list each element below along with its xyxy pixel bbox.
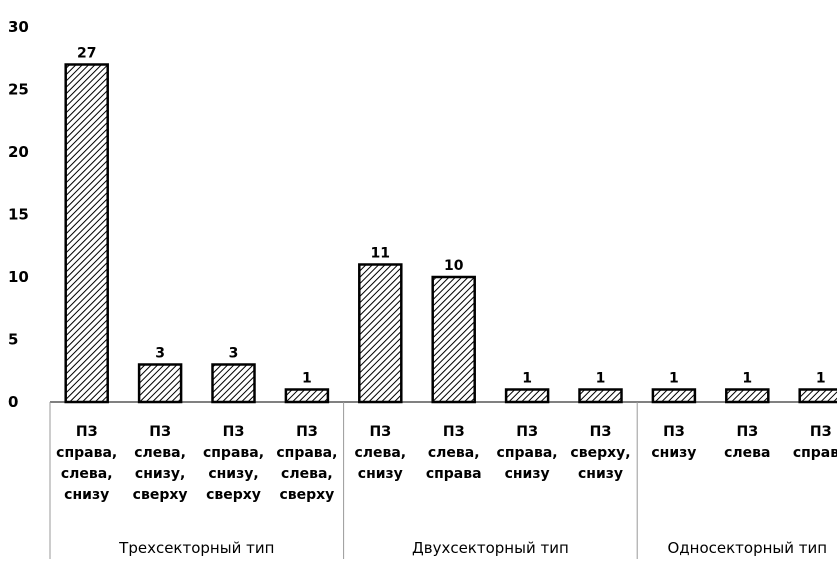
data-label: 1 xyxy=(742,371,752,387)
y-axis-ticks: 0 5 10 15 20 25 30 xyxy=(8,18,29,411)
category-label-line: слева xyxy=(724,445,770,461)
category-label-line: снизу xyxy=(358,466,403,482)
data-label: 27 xyxy=(77,46,96,62)
category-label: ПЗ справа, снизу, сверху xyxy=(203,424,264,503)
category-label-line: слева, xyxy=(281,466,333,482)
category-label-line: ПЗ xyxy=(590,424,612,440)
category-label-line: слева, xyxy=(61,466,113,482)
category-label-line: сверху xyxy=(279,487,334,503)
category-label-line: справа, xyxy=(56,445,117,461)
category-label-line: слева, xyxy=(354,445,406,461)
category-label: ПЗ сверху, снизу xyxy=(570,424,630,482)
category-label: ПЗ слева, справа xyxy=(426,424,482,482)
category-label: ПЗ справа, слева, снизу xyxy=(56,424,117,503)
category-label-line: сверху xyxy=(206,487,261,503)
group-label: Трехсекторный тип xyxy=(118,539,274,557)
bar xyxy=(137,363,183,404)
bar xyxy=(431,275,476,404)
y-tick-label: 5 xyxy=(8,331,18,349)
data-label: 1 xyxy=(522,371,532,387)
category-label-line: справа, xyxy=(497,445,558,461)
category-label-line: ПЗ xyxy=(443,424,465,440)
category-label: ПЗ слева, снизу xyxy=(354,424,406,482)
category-label-line: снизу xyxy=(505,466,550,482)
category-label-line: ПЗ xyxy=(810,424,832,440)
category-label-line: справа, xyxy=(203,445,264,461)
category-label: ПЗ справа, слева, сверху xyxy=(276,424,337,503)
category-label-line: снизу xyxy=(578,466,623,482)
data-label: 1 xyxy=(669,371,679,387)
category-label: ПЗ справа xyxy=(793,424,837,461)
category-label-line: ПЗ xyxy=(369,424,391,440)
category-label-line: ПЗ xyxy=(223,424,245,440)
bars-layer xyxy=(64,63,837,404)
data-label: 3 xyxy=(155,346,165,362)
category-label: ПЗ слева, снизу, сверху xyxy=(133,424,188,503)
y-tick-label: 30 xyxy=(8,18,29,36)
group-label: Односекторный тип xyxy=(667,539,827,557)
category-labels-layer: ПЗ справа, слева, снизу ПЗ слева, снизу, сверху… xyxy=(56,424,837,503)
data-label: 1 xyxy=(302,371,312,387)
category-label-line: снизу xyxy=(64,487,109,503)
bar xyxy=(358,263,403,404)
category-label-line: справа, xyxy=(276,445,337,461)
category-label-line: ПЗ xyxy=(663,424,685,440)
category-label-line: ПЗ xyxy=(296,424,318,440)
bar xyxy=(211,363,256,404)
data-label: 3 xyxy=(229,346,239,362)
category-label-line: сверху xyxy=(133,487,188,503)
data-label: 1 xyxy=(596,371,606,387)
y-tick-label: 15 xyxy=(8,206,29,224)
bar xyxy=(578,388,623,404)
y-tick-label: 25 xyxy=(8,81,29,99)
data-label: 11 xyxy=(371,246,390,262)
y-tick-label: 20 xyxy=(8,143,29,161)
bar xyxy=(725,388,770,404)
group-label: Двухсекторный тип xyxy=(412,539,569,557)
data-label: 1 xyxy=(816,371,826,387)
bar xyxy=(798,388,837,404)
y-tick-label: 0 xyxy=(8,393,18,411)
category-label-line: слева, xyxy=(428,445,480,461)
category-label-line: справа xyxy=(426,466,482,482)
y-tick-label: 10 xyxy=(8,268,29,286)
category-label-line: справа xyxy=(793,445,837,461)
category-label-line: снизу, xyxy=(208,466,258,482)
bar xyxy=(504,388,550,404)
category-label: ПЗ снизу xyxy=(651,424,696,461)
group-labels-layer: Трехсекторный тип Двухсекторный тип Односе… xyxy=(118,539,827,557)
group-dividers-layer xyxy=(49,402,638,559)
bar xyxy=(64,63,109,404)
category-label-line: снизу xyxy=(651,445,696,461)
category-label-line: слева, xyxy=(134,445,186,461)
category-label-line: ПЗ xyxy=(76,424,98,440)
category-label-line: сверху, xyxy=(570,445,630,461)
category-label-line: снизу, xyxy=(135,466,185,482)
category-label: ПЗ справа, снизу xyxy=(497,424,558,482)
data-label: 10 xyxy=(444,258,464,274)
bar xyxy=(284,388,330,404)
bar xyxy=(651,388,697,404)
category-label: ПЗ слева xyxy=(724,424,770,461)
category-label-line: ПЗ xyxy=(149,424,171,440)
category-label-line: ПЗ xyxy=(516,424,538,440)
category-label-line: ПЗ xyxy=(736,424,758,440)
